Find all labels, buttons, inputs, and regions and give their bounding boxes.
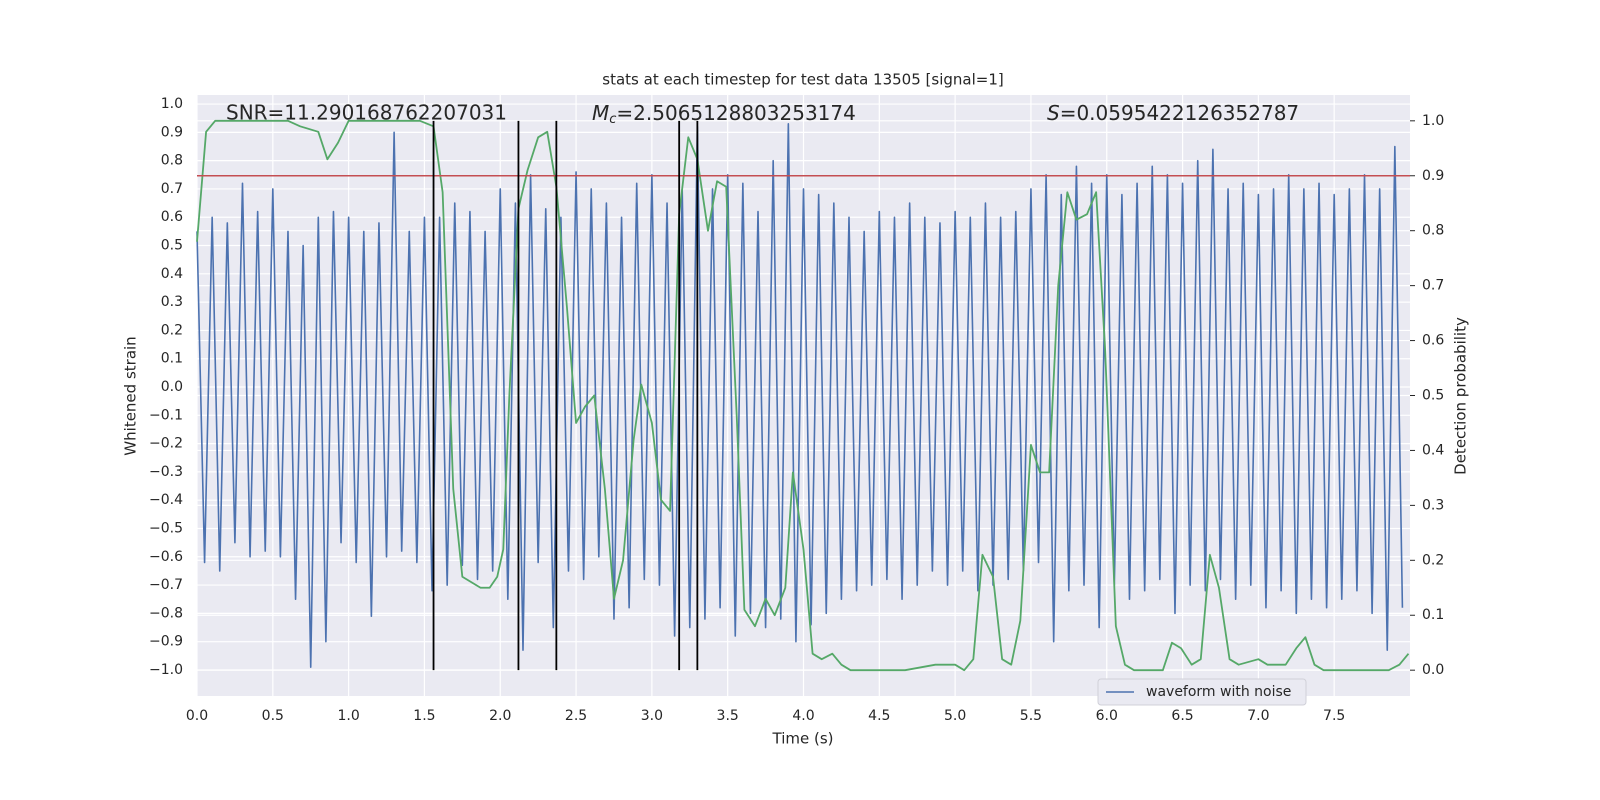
y-tick-label: 0.3	[161, 294, 183, 310]
y-tick-label: 0.1	[161, 351, 183, 367]
x-tick-label: 4.5	[868, 708, 890, 724]
y-axis-label: Whitened strain	[122, 336, 140, 455]
annotation: S=0.0595422126352787	[1047, 101, 1299, 125]
x-tick-label: 1.5	[413, 708, 435, 724]
y-tick-label: 0.4	[161, 266, 183, 282]
legend-label: waveform with noise	[1146, 684, 1291, 700]
y-tick-label: −0.8	[149, 605, 183, 621]
y-tick-label: 0.5	[161, 238, 183, 254]
y2-tick-label: 0.6	[1422, 333, 1444, 349]
y2-tick-label: 1.0	[1422, 113, 1444, 129]
x-tick-label: 3.0	[641, 708, 663, 724]
x-tick-label: 7.5	[1323, 708, 1345, 724]
annotation-subscript: c	[609, 112, 616, 127]
annotation: Mc=2.5065128803253174	[592, 101, 856, 127]
x-tick-label: 2.0	[489, 708, 511, 724]
y2-tick-label: 0.8	[1422, 223, 1444, 239]
x-tick-label: 0.0	[186, 708, 208, 724]
y-tick-label: 0.0	[161, 379, 183, 395]
y2-tick-label: 0.7	[1422, 278, 1444, 294]
x-tick-label: 5.0	[944, 708, 966, 724]
annotation-value: =2.5065128803253174	[616, 101, 855, 125]
x-tick-label: 5.5	[1020, 708, 1042, 724]
annotation-symbol: S	[1047, 101, 1060, 125]
y2-tick-label: 0.1	[1422, 607, 1444, 623]
y-tick-label: 1.0	[161, 96, 183, 112]
y2-tick-label: 0.5	[1422, 388, 1444, 404]
y-tick-label: 0.8	[161, 153, 183, 169]
annotation-symbol: M	[592, 101, 609, 125]
y-tick-label: −1.0	[149, 662, 183, 678]
y2-tick-label: 0.9	[1422, 168, 1444, 184]
y-tick-label: 0.9	[161, 124, 183, 140]
y-tick-label: −0.3	[149, 464, 183, 480]
y-tick-label: 0.7	[161, 181, 183, 197]
y-tick-label: −0.6	[149, 549, 183, 565]
y-tick-label: −0.5	[149, 520, 183, 536]
waveform-line	[196, 123, 1404, 668]
x-tick-label: 6.5	[1171, 708, 1193, 724]
y-tick-label: −0.1	[149, 407, 183, 423]
x-axis-label: Time (s)	[772, 730, 834, 748]
legend-box	[1097, 678, 1307, 706]
annotation-value: =0.0595422126352787	[1060, 101, 1299, 125]
y-tick-label: −0.2	[149, 436, 183, 452]
y-tick-label: −0.9	[149, 634, 183, 650]
y2-tick-label: 0.0	[1422, 662, 1444, 678]
x-tick-label: 3.5	[717, 708, 739, 724]
y-tick-label: −0.4	[149, 492, 183, 508]
x-tick-label: 1.0	[337, 708, 359, 724]
y2-tick-label: 0.4	[1422, 442, 1444, 458]
y2-axis-label: Detection probability	[1452, 317, 1470, 475]
y-tick-label: −0.7	[149, 577, 183, 593]
y2-tick-label: 0.2	[1422, 552, 1444, 568]
annotation: SNR=11.290168762207031	[226, 101, 507, 125]
x-tick-label: 0.5	[262, 708, 284, 724]
probability-line	[196, 119, 1410, 672]
chart-title: stats at each timestep for test data 135…	[602, 71, 1003, 89]
x-tick-label: 2.5	[565, 708, 587, 724]
y-tick-label: 0.6	[161, 209, 183, 225]
x-tick-label: 4.0	[792, 708, 814, 724]
x-tick-label: 7.0	[1247, 708, 1269, 724]
y2-tick-label: 0.3	[1422, 497, 1444, 513]
y-tick-label: 0.2	[161, 322, 183, 338]
x-tick-label: 6.0	[1096, 708, 1118, 724]
